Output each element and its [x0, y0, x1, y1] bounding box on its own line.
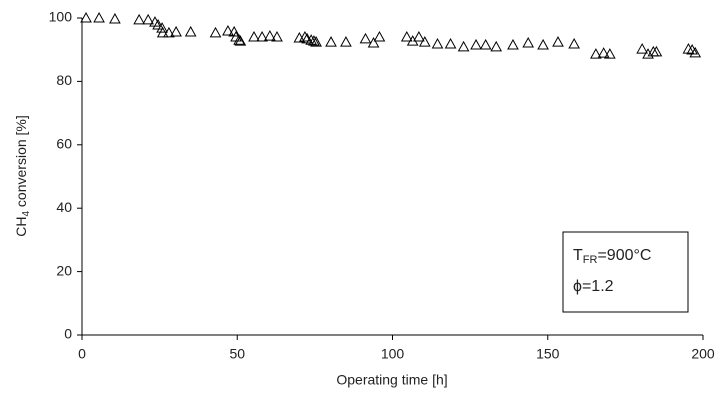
point [233, 34, 245, 45]
point [305, 34, 317, 45]
point [413, 30, 425, 42]
y-axis-label: CH4 conversion [%] [13, 115, 32, 237]
annotation: ϕ=1.2 [573, 278, 614, 295]
point [184, 25, 197, 37]
point [604, 48, 616, 59]
point [248, 30, 260, 42]
point [163, 26, 175, 38]
y-tick-label: 0 [64, 326, 72, 342]
point [109, 12, 121, 24]
point [271, 30, 283, 42]
point [264, 30, 276, 41]
point [209, 26, 222, 38]
point [222, 24, 234, 36]
point [80, 11, 92, 23]
point [170, 25, 182, 37]
point [470, 38, 482, 50]
point [590, 48, 602, 59]
point [373, 30, 386, 42]
point [310, 36, 322, 47]
point [340, 36, 352, 47]
point [597, 47, 610, 58]
annotation-main: T [573, 247, 583, 264]
point [552, 36, 564, 47]
y-tick-label: 100 [49, 9, 73, 25]
point [507, 38, 519, 50]
point [682, 43, 695, 54]
point [400, 30, 413, 42]
point [457, 40, 470, 52]
point [650, 45, 663, 57]
x-tick-label: 100 [381, 346, 405, 362]
y-tick-label: 80 [56, 72, 72, 88]
point [537, 38, 549, 50]
point [367, 37, 380, 48]
point [133, 13, 145, 25]
y-label-rest: conversion [%] [13, 115, 29, 211]
x-tick-label: 200 [691, 346, 715, 362]
point [156, 26, 169, 38]
y-tick-label: 20 [56, 262, 72, 278]
x-axis-label: Operating time [h] [336, 372, 447, 388]
annotation: TFR=900°C [573, 247, 651, 266]
point [479, 38, 492, 50]
point [256, 30, 268, 42]
point [142, 13, 154, 25]
point [444, 37, 457, 49]
annotation-sub: FR [583, 254, 598, 266]
point [308, 35, 320, 46]
point [689, 46, 702, 58]
y-tick-label: 40 [56, 199, 72, 215]
point [418, 36, 431, 47]
point [299, 30, 311, 42]
y-tick-label: 60 [56, 136, 72, 152]
x-tick-label: 0 [78, 346, 86, 362]
point [490, 40, 503, 52]
x-tick-label: 150 [536, 346, 560, 362]
y-label-sub: 4 [21, 211, 32, 217]
point [359, 32, 372, 44]
x-tick-label: 50 [229, 346, 245, 362]
point [522, 37, 535, 48]
point [568, 37, 580, 49]
y-label-main: CH [13, 217, 29, 237]
point [325, 36, 337, 47]
point [93, 11, 105, 23]
point [234, 35, 247, 46]
point [642, 48, 654, 59]
annotation-rest: =900°C [597, 247, 651, 264]
point [431, 37, 444, 49]
point [636, 43, 648, 54]
point [156, 22, 168, 33]
point [152, 18, 164, 30]
annotation-box [562, 231, 689, 313]
